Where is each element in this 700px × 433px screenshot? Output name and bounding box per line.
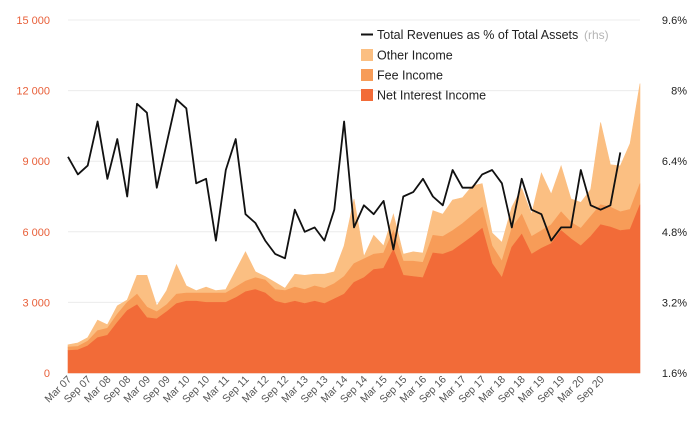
legend-note-rhs: (rhs) <box>584 28 609 42</box>
legend-item-fee-income: Fee Income <box>361 69 443 83</box>
legend-label-ratio: Total Revenues as % of Total Assets <box>377 28 578 42</box>
legend: Total Revenues as % of Total Assets (rhs… <box>361 28 609 103</box>
legend-swatch-other-income <box>361 49 373 61</box>
y2-tick-label: 8% <box>671 86 687 98</box>
y-tick-label: 12 000 <box>16 86 50 98</box>
area-net-interest-income <box>67 204 641 374</box>
legend-item-other-income: Other Income <box>361 49 453 63</box>
y2-tick-label: 3.2% <box>662 297 687 309</box>
left-axis: 0 3 000 6 000 9 000 12 000 15 000 <box>16 15 50 380</box>
ratio-line <box>67 98 622 260</box>
y-tick-label: 0 <box>44 368 50 380</box>
right-axis: 1.6% 3.2% 4.8% 6.4% 8% 9.6% <box>662 15 687 380</box>
legend-label-other-income: Other Income <box>377 49 453 63</box>
y-tick-label: 3 000 <box>22 297 50 309</box>
y-tick-label: 9 000 <box>22 156 50 168</box>
y2-tick-label: 4.8% <box>662 227 687 239</box>
legend-item-net-interest-income: Net Interest Income <box>361 89 486 103</box>
stacked-areas <box>67 83 641 374</box>
y2-tick-label: 1.6% <box>662 368 687 380</box>
legend-label-fee-income: Fee Income <box>377 69 443 83</box>
ratio-line-layer <box>67 98 622 260</box>
y2-tick-label: 6.4% <box>662 156 687 168</box>
legend-swatch-fee-income <box>361 69 373 81</box>
y-tick-label: 6 000 <box>22 227 50 239</box>
legend-label-net-interest-income: Net Interest Income <box>377 89 486 103</box>
y2-tick-label: 9.6% <box>662 15 687 27</box>
y-tick-label: 15 000 <box>16 15 50 27</box>
legend-item-ratio: Total Revenues as % of Total Assets (rhs… <box>361 28 609 42</box>
legend-swatch-net-interest-income <box>361 89 373 101</box>
